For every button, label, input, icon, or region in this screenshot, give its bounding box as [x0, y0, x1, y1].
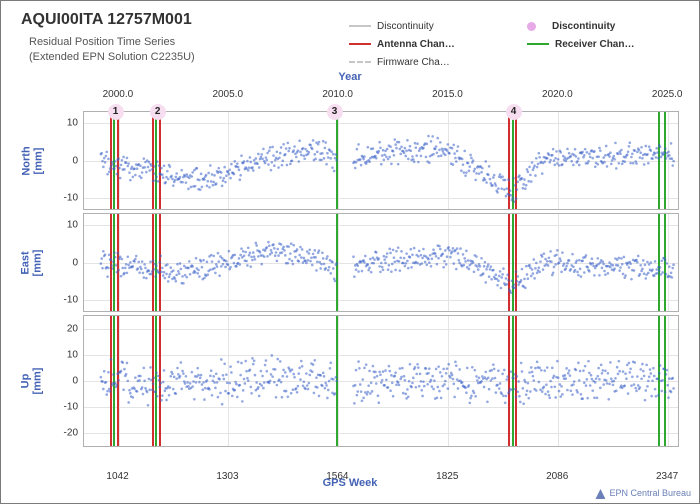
- y-tick: 0: [72, 376, 78, 387]
- scatter-series: [84, 112, 678, 209]
- scatter-series: [84, 214, 678, 311]
- y-tick: 0: [72, 155, 78, 166]
- legend-item: Discontinuity: [349, 21, 499, 32]
- y-tick: -10: [64, 192, 78, 203]
- panel-up: Up[mm]-20-1001020: [83, 315, 679, 447]
- subtitle: Residual Position Time Series (Extended …: [29, 35, 195, 65]
- y-tick: -20: [64, 428, 78, 439]
- legend-item: Firmware Cha…: [349, 57, 499, 68]
- y-axis-label: East[mm]: [19, 249, 43, 276]
- y-tick: 10: [67, 220, 78, 231]
- legend-item: Discontinuity: [527, 21, 677, 32]
- bottom-axis-label: GPS Week: [1, 477, 699, 489]
- y-tick: 10: [67, 118, 78, 129]
- subtitle-line1: Residual Position Time Series: [29, 35, 195, 50]
- axis-tick: 2015.0: [432, 89, 463, 100]
- axis-tick: 2025.0: [652, 89, 683, 100]
- axis-tick: 2000.0: [103, 89, 134, 100]
- y-tick: 20: [67, 324, 78, 335]
- logo-icon: [595, 489, 605, 499]
- y-axis-label: Up[mm]: [19, 368, 43, 395]
- y-axis-label: North[mm]: [21, 146, 45, 175]
- y-tick: -10: [64, 294, 78, 305]
- y-tick: -10: [64, 402, 78, 413]
- scatter-series: [84, 316, 678, 446]
- subtitle-line2: (Extended EPN Solution C2235U): [29, 50, 195, 65]
- legend: Discontinuity Discontinuity Antenna Chan… R…: [349, 17, 679, 71]
- legend-item: Antenna Chan…: [349, 39, 499, 50]
- axis-tick: 2020.0: [542, 89, 573, 100]
- page-title: AQUI00ITA 12757M001: [21, 11, 192, 29]
- top-axis-label: Year: [1, 71, 699, 83]
- legend-item: Receiver Chan…: [527, 39, 677, 50]
- y-tick: 10: [67, 350, 78, 361]
- axis-tick: 2010.0: [322, 89, 353, 100]
- panel-north: North[mm]-100101234: [83, 111, 679, 210]
- y-tick: 0: [72, 257, 78, 268]
- credit: EPN Central Bureau: [595, 488, 691, 499]
- panel-east: East[mm]-10010: [83, 213, 679, 312]
- axis-tick: 2005.0: [212, 89, 243, 100]
